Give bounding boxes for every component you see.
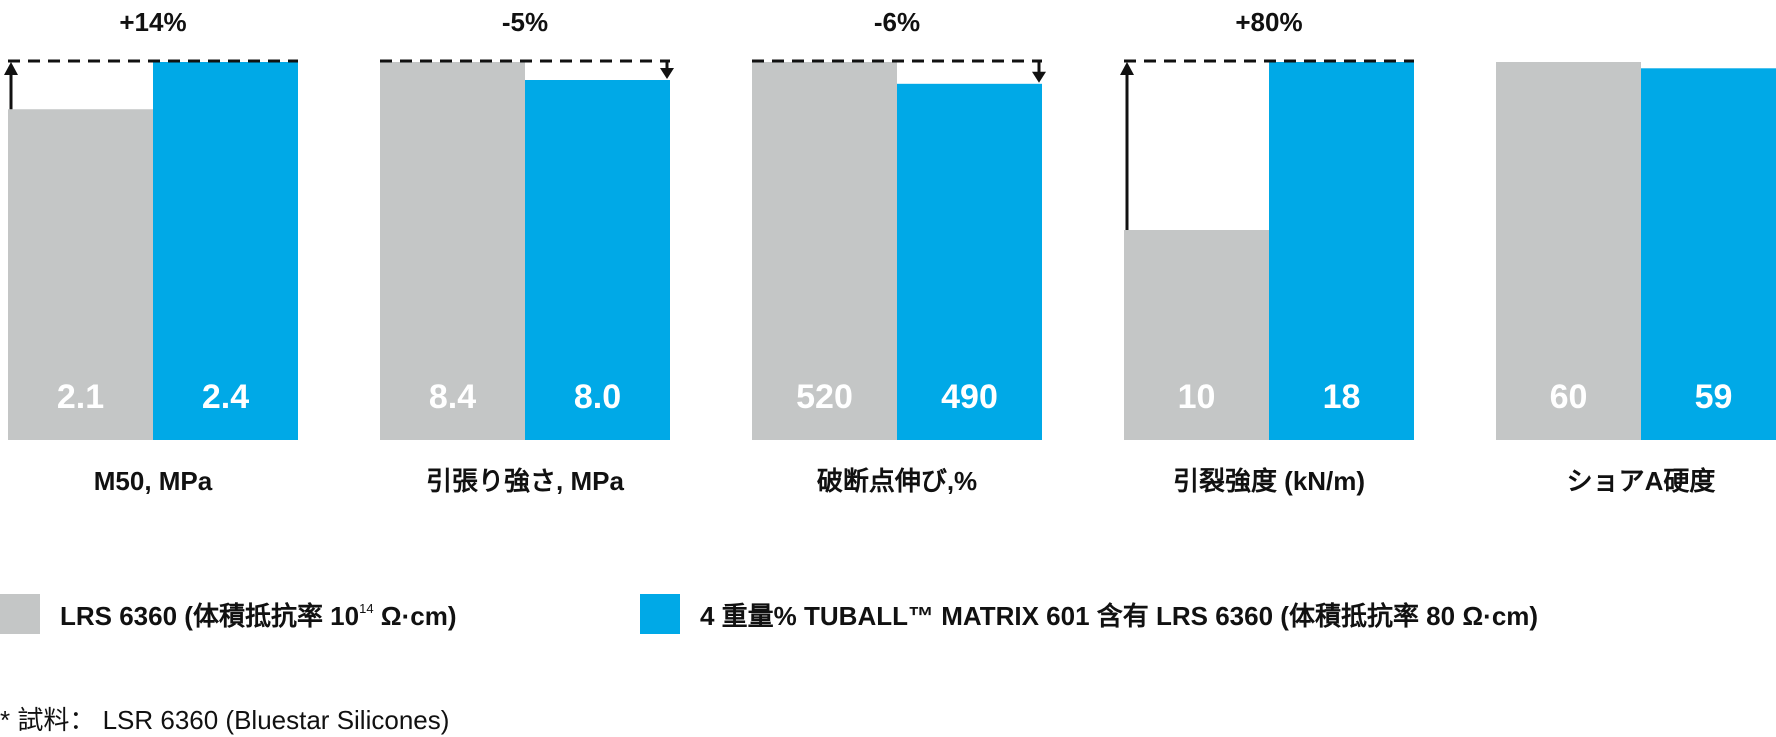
data-label-1-series-2: 2.4 [202,378,249,416]
bar-5-series-1 [1496,62,1641,440]
data-label-5-series-1: 60 [1550,378,1588,416]
data-label-1-series-1: 2.1 [57,378,104,416]
bar-1-series-1 [8,109,153,440]
legend-swatch-gray [0,594,40,634]
bar-3-series-1 [752,62,897,440]
category-label-2: 引張り強さ, MPa [426,466,624,496]
data-label-5-series-2: 59 [1695,378,1733,416]
data-label-4-series-1: 10 [1178,378,1216,416]
footnote: * 試料： LSR 6360 (Bluestar Silicones) [0,705,450,735]
change-label-4: +80% [1235,7,1302,37]
bar-2-series-2 [525,80,670,440]
bar-2-series-1 [380,62,525,440]
legend-label-tuball: 4 重量% TUBALL™ MATRIX 601 含有 LRS 6360 (体積… [700,600,1539,631]
bar-1-series-2 [153,62,298,440]
data-label-2-series-1: 8.4 [429,378,476,416]
data-label-4-series-2: 18 [1323,378,1361,416]
bar-3-series-2 [897,83,1042,441]
legend-item-lrs6360: LRS 6360 (体積抵抗率 1014 Ω·cm) [0,594,457,634]
category-label-4: 引裂強度 (kN/m) [1173,466,1365,496]
category-label-5: ショアA硬度 [1567,466,1716,496]
data-label-2-series-2: 8.0 [574,378,621,416]
category-label-1: M50, MPa [94,466,213,496]
bar-5-series-2 [1641,68,1776,441]
bar-chart: 2.1 2.4 M50, MPa +14% 8.4 8.0 引張り強さ, MPa -5% 520… [4,7,1776,496]
change-arrow-head-2 [660,68,674,79]
legend-swatch-blue [640,594,680,634]
change-arrow-head-3 [1032,71,1046,83]
change-arrow-head-4 [1120,62,1134,75]
legend-label-lrs6360: LRS 6360 (体積抵抗率 1014 Ω·cm) [60,600,457,631]
change-label-1: +14% [119,7,186,37]
data-label-3-series-1: 520 [796,378,853,416]
bar-4-series-2 [1269,62,1414,440]
category-label-3: 破断点伸び,% [817,466,977,496]
change-label-3: -6% [874,7,920,37]
data-label-3-series-2: 490 [941,378,998,416]
change-label-2: -5% [502,7,548,37]
change-arrow-head-1 [4,62,18,75]
legend-item-tuball: 4 重量% TUBALL™ MATRIX 601 含有 LRS 6360 (体積… [640,594,1538,634]
bar-4-series-1 [1124,230,1269,440]
